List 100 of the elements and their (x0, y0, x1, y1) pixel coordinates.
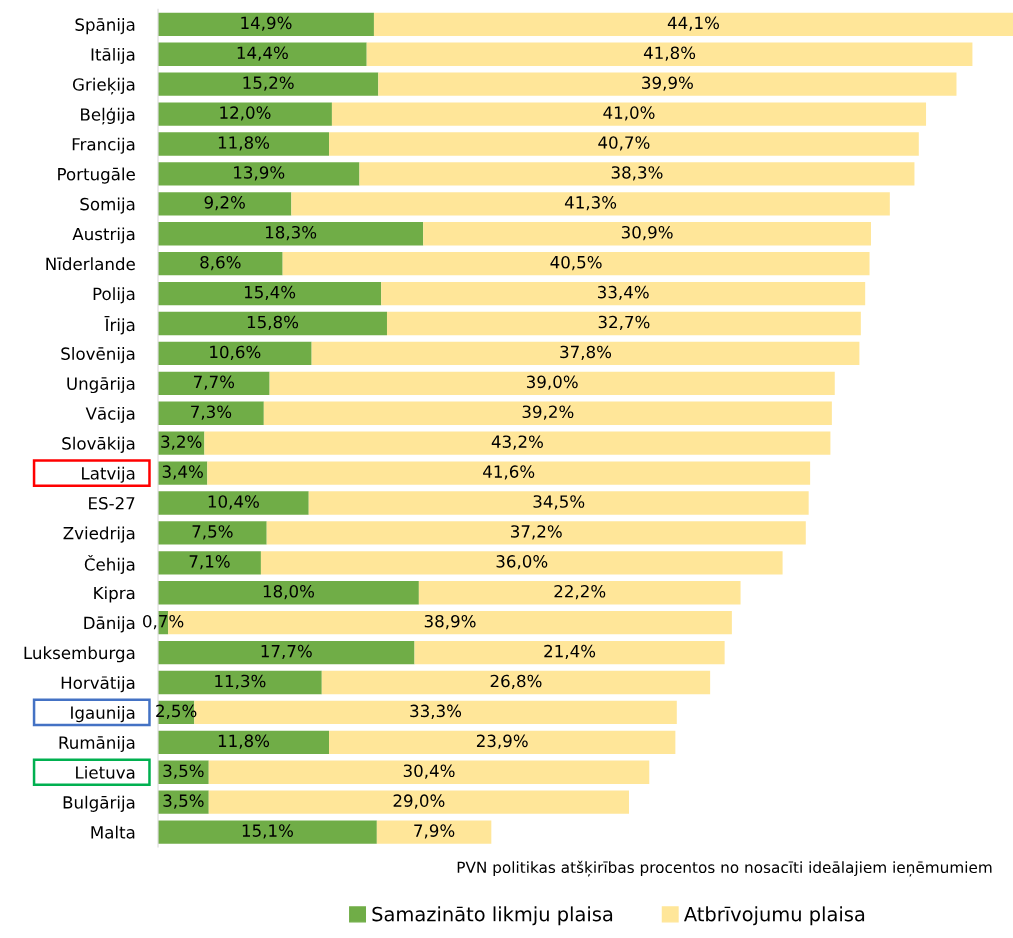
data-label: 38,9% (424, 614, 476, 630)
bar (378, 72, 957, 96)
data-label: 40,5% (550, 255, 602, 271)
data-label: 37,8% (560, 345, 612, 360)
data-label: 3,4% (162, 465, 203, 480)
bar (158, 790, 209, 814)
data-label: 29,0% (393, 794, 445, 809)
data-label: 11,8% (218, 136, 270, 151)
bar (266, 521, 806, 545)
data-label: 15,4% (244, 285, 296, 301)
data-label: 11,8% (218, 734, 270, 749)
y-tick-label: Igaunija (71, 706, 135, 723)
y-tick-label: Slovēnija (61, 347, 135, 364)
bar (381, 281, 866, 306)
bar (269, 371, 835, 395)
data-label: 38,3% (611, 166, 663, 181)
y-tick-label: Lietuva (76, 765, 135, 779)
data-label: 7,9% (414, 824, 455, 839)
bar (291, 192, 890, 216)
bar (158, 371, 270, 395)
data-label: 44,1% (667, 16, 720, 31)
data-label: 30,4% (403, 764, 455, 779)
data-label: 37,2% (511, 525, 562, 540)
data-label: 9,2% (204, 196, 245, 211)
y-tick-label: Francija (72, 137, 135, 154)
data-label: 39,0% (526, 375, 578, 390)
bar (158, 72, 379, 96)
bar (376, 820, 492, 844)
y-tick-label: Beļģija (81, 107, 135, 125)
data-label: 43,2% (491, 435, 543, 450)
bar (158, 640, 415, 665)
bar (158, 162, 360, 186)
bar (366, 42, 973, 66)
data-label: 7,7% (194, 375, 235, 390)
y-tick-label: Dānija (84, 616, 135, 633)
bar (204, 431, 831, 455)
bar (158, 521, 267, 545)
bar (158, 581, 419, 605)
legend-label: Atbrīvojumu plaisa (683, 906, 865, 926)
data-label: 7,1% (189, 555, 230, 570)
bar (329, 132, 919, 156)
y-tick-label: Slovākija (62, 436, 135, 453)
y-tick-label: Vācija (85, 406, 135, 424)
bar (263, 401, 832, 425)
x-axis-title: PVN politikas atšķirības procentos no nosacīti ideālajiem ieņēmumiem (457, 860, 992, 877)
bar (331, 102, 927, 126)
bar (311, 341, 860, 366)
bar (329, 730, 676, 754)
y-tick-label: Čehija (84, 555, 135, 574)
data-label: 3,2% (161, 435, 202, 450)
y-tick-label: Itālija (91, 47, 135, 65)
bar (260, 551, 783, 575)
bar (158, 192, 292, 216)
bar (158, 281, 382, 306)
y-tick-label: Rumānija (59, 735, 135, 753)
data-label: 41,8% (643, 46, 696, 61)
bar (308, 491, 809, 515)
data-label: 11,3% (215, 674, 266, 690)
y-tick-label: Austrija (72, 227, 135, 244)
data-label: 26,8% (490, 674, 542, 690)
data-label: 14,9% (241, 16, 292, 31)
data-label: 15,1% (242, 824, 293, 839)
y-tick-label: Grieķija (72, 77, 135, 95)
y-tick-label: Zviedrija (63, 526, 135, 543)
bar (418, 581, 741, 605)
y-tick-label: Ungārija (67, 376, 135, 394)
y-tick-label: Īrija (104, 316, 135, 335)
bar (158, 132, 330, 156)
data-label: 33,4% (597, 285, 649, 301)
bar (158, 670, 322, 695)
bar (158, 401, 264, 425)
y-tick-label: Luksemburga (24, 646, 135, 663)
data-label: 12,0% (220, 106, 271, 121)
y-tick-label: Kipra (94, 586, 135, 603)
bar (158, 12, 374, 36)
data-label: 30,9% (621, 225, 673, 241)
bar (158, 102, 332, 126)
data-label: 18,3% (265, 225, 317, 241)
y-tick-label: Nīderlande (46, 257, 135, 271)
data-label: 33,3% (410, 704, 462, 719)
y-tick-label: Portugāle (58, 167, 135, 184)
bar (208, 790, 629, 814)
data-label: 41,0% (603, 106, 655, 121)
y-tick-label: Horvātija (61, 676, 135, 693)
bar (386, 311, 861, 336)
y-tick-label: Somija (80, 197, 135, 214)
bar (373, 12, 1013, 36)
data-label: 8,6% (200, 255, 241, 271)
data-label: 39,9% (642, 76, 693, 91)
data-label: 3,5% (163, 764, 204, 779)
bar (321, 670, 711, 695)
data-label: 10,4% (208, 495, 259, 510)
data-label: 41,3% (564, 196, 617, 211)
bar (158, 551, 261, 575)
bar (158, 341, 312, 366)
data-label: 13,9% (234, 166, 285, 181)
data-label: 21,4% (544, 644, 596, 660)
data-label: 34,5% (533, 495, 585, 510)
bar (414, 640, 725, 665)
y-tick-label: Latvija (82, 466, 135, 483)
